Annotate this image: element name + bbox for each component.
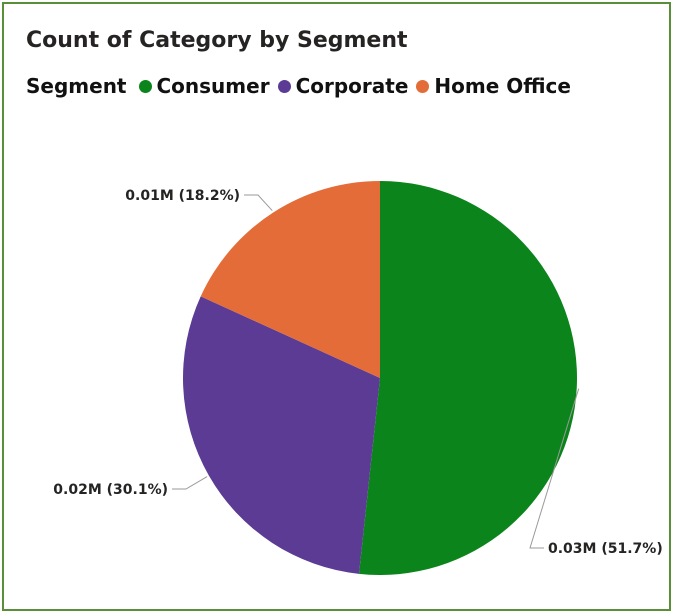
legend: Segment Consumer Corporate Home Office [26,74,579,98]
legend-label-home-office: Home Office [434,74,571,98]
legend-dot-home-office [416,79,430,93]
legend-label-corporate: Corporate [295,74,409,98]
pie-slice-consumer[interactable] [358,181,578,576]
legend-dot-corporate [277,79,291,93]
data-label-corporate: 0.02M (30.1%) [53,482,168,498]
legend-item-consumer[interactable]: Consumer [138,74,270,98]
legend-title: Segment [26,74,127,98]
legend-label-consumer: Consumer [156,74,270,98]
data-label-home-office: 0.01M (18.2%) [125,188,240,204]
chart-title: Count of Category by Segment [26,28,408,53]
pie-slice-corporate[interactable] [182,296,380,574]
legend-dot-consumer [138,79,152,93]
leader-line-corporate [172,476,208,490]
pie-slice-home-office[interactable] [200,181,380,378]
legend-item-home-office[interactable]: Home Office [416,74,571,98]
leader-line-home-office [244,194,273,211]
data-label-consumer: 0.03M (51.7%) [548,541,663,557]
leader-line-consumer [529,388,580,549]
legend-item-corporate[interactable]: Corporate [277,74,409,98]
